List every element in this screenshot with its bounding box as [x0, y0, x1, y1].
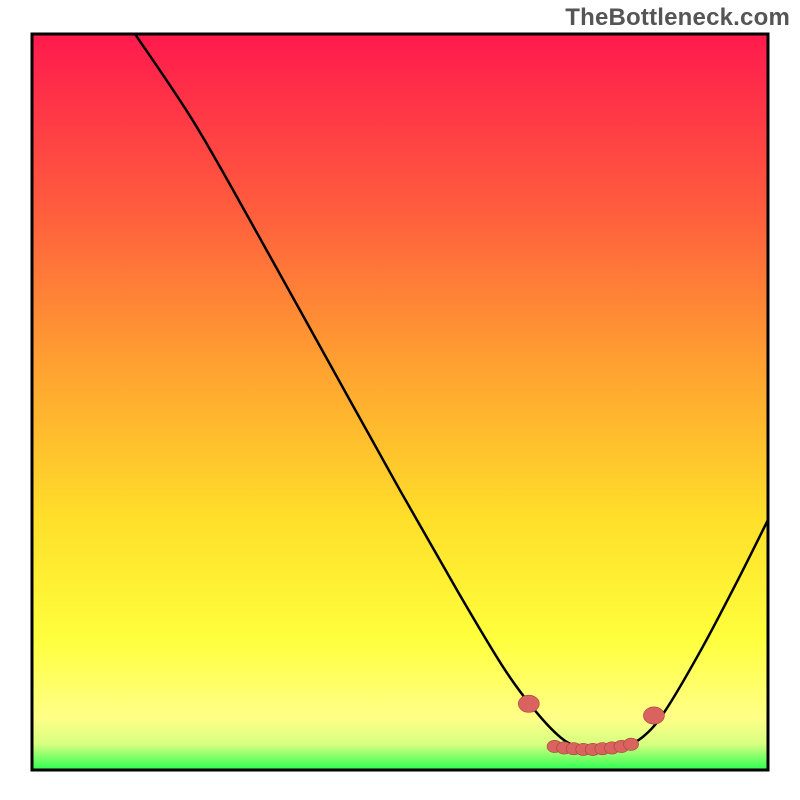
chart-background	[32, 34, 768, 770]
chart-root: TheBottleneck.com	[0, 0, 800, 800]
marker-dot	[624, 738, 639, 750]
marker-dot	[643, 707, 664, 724]
chart-svg	[0, 0, 800, 800]
marker-dot	[518, 695, 539, 712]
watermark-text: TheBottleneck.com	[565, 4, 790, 32]
